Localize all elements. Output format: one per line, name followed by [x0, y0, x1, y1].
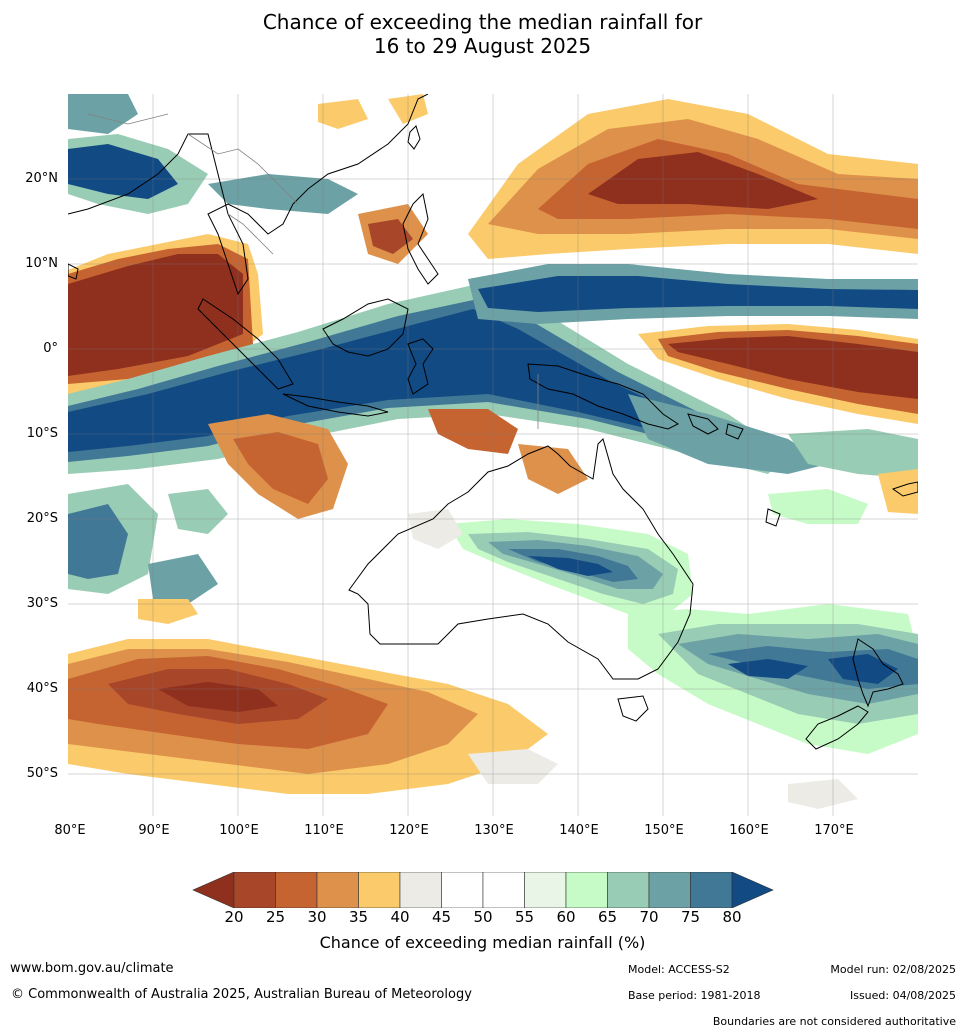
lon-label-150e: 150°E: [644, 823, 684, 838]
philippines-coast: [402, 192, 439, 285]
colorbar-bin: [690, 871, 733, 909]
colorbar-tick-label: 30: [307, 908, 327, 926]
title-line-1: Chance of exceeding the median rainfall …: [262, 10, 703, 34]
asia-coast: [68, 94, 429, 296]
coastlines: [68, 94, 918, 750]
colorbar-bin: [441, 871, 484, 909]
model-text: Model: ACCESS-S2: [628, 963, 730, 976]
colorbar-bin: [316, 871, 359, 909]
colorbar: [190, 871, 776, 909]
sri-lanka-coast: [68, 263, 79, 280]
lat-label-50s: 50°S: [26, 766, 58, 781]
disclaimer-text: Boundaries are not considered authoritat…: [712, 1015, 956, 1028]
title-line-2: 16 to 29 August 2025: [373, 34, 592, 58]
lat-label-20s: 20°S: [26, 511, 58, 526]
colorbar-tick-label: 40: [390, 908, 410, 926]
colorbar-tick-label: 25: [265, 908, 286, 926]
lon-label-170e: 170°E: [814, 823, 854, 838]
country-borders: [87, 113, 539, 429]
lon-label-100e: 100°E: [219, 823, 259, 838]
colorbar-extend-low: [192, 871, 235, 909]
issued-text: Issued: 04/08/2025: [849, 989, 956, 1002]
colorbar-svg: [192, 871, 774, 909]
colorbar-tick-label: 80: [722, 908, 742, 926]
borneo-coast: [322, 298, 409, 357]
website-link[interactable]: www.bom.gov.au/climate: [10, 961, 174, 976]
colorbar-bin: [233, 871, 276, 909]
base-period-text: Base period: 1981-2018: [628, 989, 761, 1002]
colorbar-extend-high: [731, 871, 774, 909]
colorbar-bin: [648, 871, 691, 909]
lat-label-0: 0°: [43, 341, 58, 356]
colorbar-tick-label: 70: [639, 908, 659, 926]
copyright-text: © Commonwealth of Australia 2025, Austra…: [11, 987, 472, 1002]
australia-coast: [348, 438, 694, 680]
colorbar-bin: [607, 871, 650, 909]
colorbar-bin: [482, 871, 525, 909]
java-coast: [282, 393, 389, 417]
colorbar-tick-label: 45: [431, 908, 452, 926]
model-run-text: Model run: 02/08/2025: [830, 963, 956, 976]
colorbar-bin: [275, 871, 318, 909]
colorbar-tick-label: 65: [597, 908, 618, 926]
colorbar-tick-label: 50: [473, 908, 493, 926]
colorbar-tick-label: 60: [556, 908, 576, 926]
colorbar-tick-label: 35: [348, 908, 369, 926]
graticule: [68, 94, 918, 816]
colorbar-tick-label: 55: [514, 908, 535, 926]
colorbar-bin: [399, 871, 442, 909]
lat-label-10s: 10°S: [26, 426, 58, 441]
colorbar-label: Chance of exceeding median rainfall (%): [319, 933, 646, 952]
lon-label-160e: 160°E: [729, 823, 769, 838]
map-svg: [68, 94, 918, 816]
new-zealand-north-coast: [852, 638, 904, 708]
lat-label-40s: 40°S: [26, 681, 58, 696]
sulawesi-coast: [407, 338, 434, 395]
colorbar-bin: [358, 871, 401, 909]
colorbar-bin: [524, 871, 567, 909]
lon-label-110e: 110°E: [304, 823, 344, 838]
rainfall-map: [68, 94, 918, 816]
lat-label-30s: 30°S: [26, 596, 58, 611]
tasmania-coast: [617, 695, 649, 722]
colorbar-bin: [565, 871, 608, 909]
lon-label-80e: 80°E: [54, 823, 86, 838]
lon-label-130e: 130°E: [474, 823, 514, 838]
lat-label-20n: 20°N: [25, 171, 58, 186]
taiwan-coast: [407, 125, 421, 150]
lon-label-90e: 90°E: [138, 823, 170, 838]
lon-label-120e: 120°E: [389, 823, 429, 838]
new-zealand-south-coast: [805, 705, 869, 750]
lat-label-10n: 10°N: [25, 256, 58, 271]
colorbar-tick-label: 75: [680, 908, 701, 926]
new-guinea-coast: [527, 363, 679, 430]
sumatra-coast: [197, 298, 294, 390]
colorbar-tick-label: 20: [224, 908, 244, 926]
map-title: Chance of exceeding the median rainfall …: [0, 10, 965, 58]
lon-label-140e: 140°E: [559, 823, 599, 838]
